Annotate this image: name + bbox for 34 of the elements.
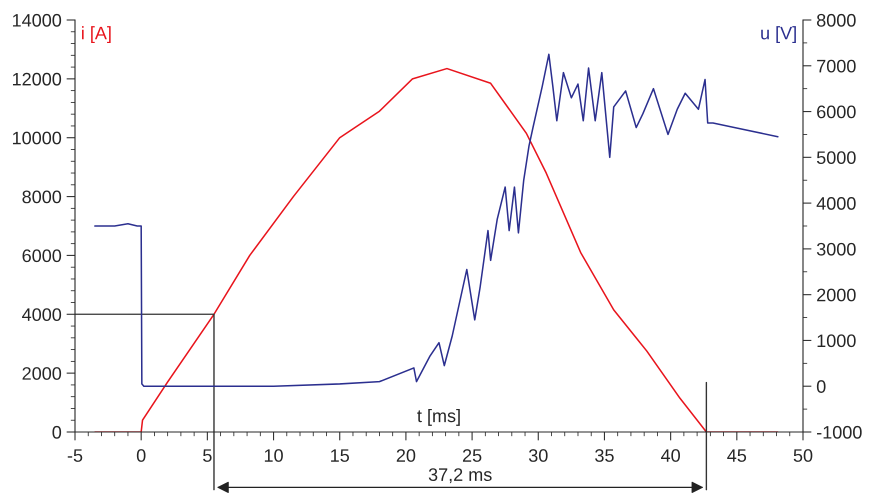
y2-tick-label: 5000 [816,151,856,164]
y2-tick-label: 0 [816,380,826,393]
y-tick-label: 2000 [22,367,62,380]
x-tick-label: 5 [203,449,212,462]
y-tick-label: 6000 [22,249,62,262]
x-tick-label: 15 [331,449,350,462]
x-tick-label: 20 [396,449,416,462]
y2-tick-label: 4000 [816,197,856,210]
y2-tick-label: 2000 [817,288,856,302]
x-tick-label: 40 [661,449,680,462]
x-tick-label: 30 [528,449,548,462]
x-tick-label: 10 [264,449,283,462]
x-tick-label: 25 [462,449,482,462]
y-tick-label: 0 [52,426,62,439]
x-axis-title: t [ms] [417,408,460,426]
x-tick-label: 45 [727,449,746,462]
x-tick-label: 35 [595,449,614,462]
x-tick-label: -5 [68,449,82,462]
y-axis-title: i [A] [82,26,111,44]
y-tick-label: 10000 [12,132,62,144]
x-tick-label: 0 [136,449,146,462]
y-tick-label: 12000 [12,72,62,86]
y2-tick-label: 1000 [818,334,856,348]
y-tick-label: 8000 [22,190,62,204]
y2-tick-label: 6000 [817,105,856,118]
y2-tick-label: -1000 [816,426,862,439]
y2-tick-label: 7000 [817,60,856,72]
y-tick-label: 4000 [22,308,62,322]
y2-tick-label: 8000 [816,14,856,27]
y2-axis-title: u [V] [761,26,796,44]
y-tick-label: 14000 [12,14,62,27]
x-tick-label: 50 [794,449,812,462]
text: 37,2 ms [428,468,492,484]
y2-tick-label: 3000 [816,242,856,256]
